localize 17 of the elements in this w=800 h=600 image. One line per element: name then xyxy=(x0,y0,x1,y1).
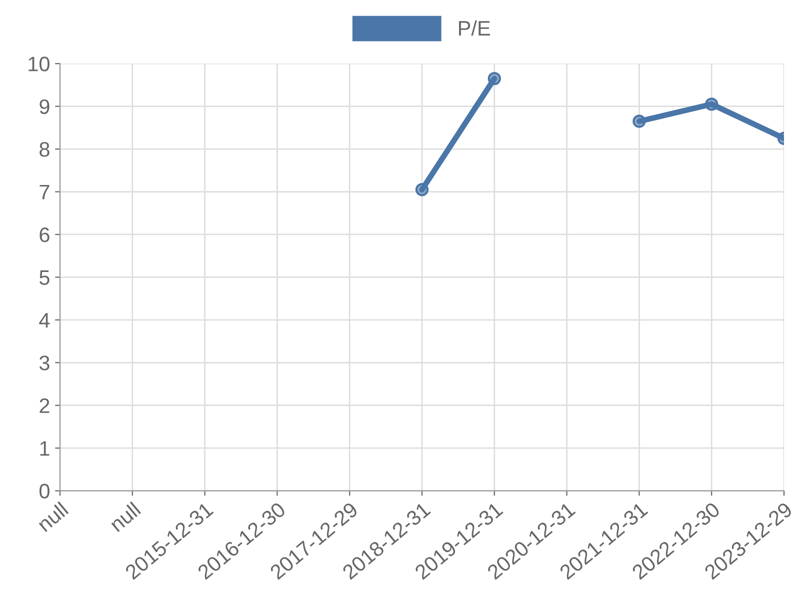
y-tick-label: 10 xyxy=(28,56,50,72)
y-tick-label: 6 xyxy=(40,227,50,242)
y-tick-label: 8 xyxy=(40,142,50,157)
y-tick-label: 0 xyxy=(40,484,50,499)
legend-label: P/E xyxy=(459,20,490,36)
point xyxy=(415,183,429,196)
y-tick-label: 7 xyxy=(40,184,50,200)
y-tick-label: 1 xyxy=(40,441,50,456)
y-tick-label: 9 xyxy=(40,99,50,114)
point xyxy=(632,114,646,128)
point xyxy=(488,72,501,86)
y-tick-label: 3 xyxy=(39,356,50,370)
x-tick-label: null xyxy=(36,501,69,532)
y-tick-label: 4 xyxy=(39,313,50,328)
y-tick-label: 2 xyxy=(40,398,50,413)
y-tick-label: 5 xyxy=(40,270,50,285)
point xyxy=(705,98,718,111)
